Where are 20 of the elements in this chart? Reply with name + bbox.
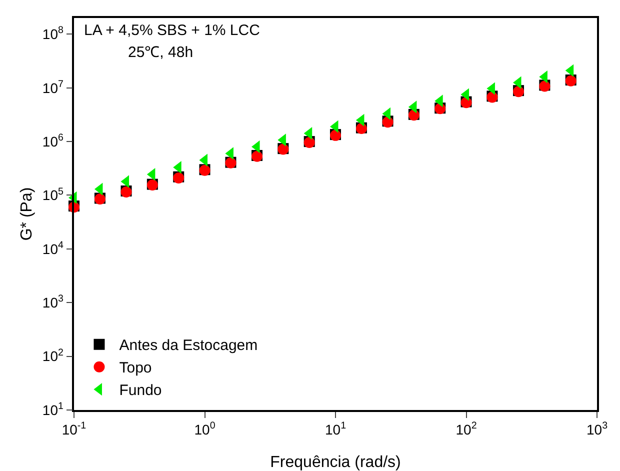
y-tick-label: 10$^{2}$ <box>42 347 64 364</box>
x-tick-label: 10$^{1}$ <box>324 420 346 438</box>
legend-label: Antes da Estocagem <box>119 337 258 354</box>
x-tick-label: 10$^{-1}$ <box>62 420 86 438</box>
y-tick-label: 10$^{4}$ <box>42 240 64 257</box>
y-tick-label: 10$^{8}$ <box>42 25 64 42</box>
x-tick-label: 10$^{2}$ <box>456 420 477 438</box>
y-tick-label: 10$^{6}$ <box>42 132 64 150</box>
annotation: LA + 4,5% SBS + 1% LCC <box>84 22 260 39</box>
annotation: 25℃, 48h <box>128 44 194 61</box>
y-tick-label: 10$^{7}$ <box>42 78 64 96</box>
legend-label: Topo <box>119 360 152 377</box>
y-axis-title: G* (Pa) <box>18 187 36 241</box>
y-tick-label: 10$^{5}$ <box>42 186 64 204</box>
y-tick-label: 10$^{1}$ <box>42 401 64 418</box>
x-axis-title: Frequência (rad/s) <box>270 454 401 471</box>
legend-label: Fundo <box>119 382 162 400</box>
y-tick-label: 10$^{3}$ <box>42 294 64 311</box>
x-tick-label: 10$^{3}$ <box>586 420 608 438</box>
x-tick-label: 10$^{0}$ <box>194 420 216 438</box>
